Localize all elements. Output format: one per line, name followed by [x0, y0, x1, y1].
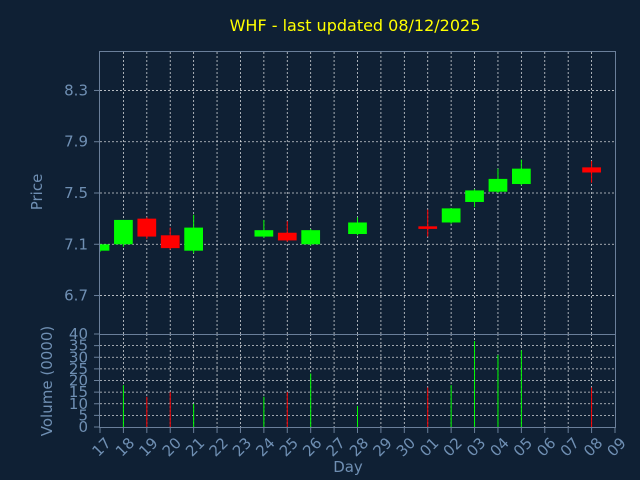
- x-tick-label: 19: [135, 434, 161, 460]
- x-tick-label: 18: [112, 434, 138, 460]
- x-axis-label: Day: [333, 458, 363, 476]
- price-candles: [99, 159, 601, 254]
- volume-axis-label: Volume (0000): [38, 326, 56, 436]
- x-tick-label: 04: [486, 434, 512, 460]
- candle-body: [348, 222, 367, 235]
- price-tick-label: 7.1: [64, 235, 88, 253]
- x-tick-label: 08: [580, 434, 606, 460]
- price-tick-label: 8.3: [64, 81, 88, 99]
- volume-tick-label: 15: [69, 383, 88, 401]
- candle-body: [418, 226, 438, 229]
- x-tick-label: 25: [276, 434, 302, 460]
- volume-tick-label: 35: [69, 337, 88, 355]
- candle-body: [582, 167, 601, 173]
- x-tick-label: 06: [533, 434, 559, 460]
- volume-tick-label: 10: [69, 395, 88, 413]
- x-tick-label: 29: [369, 434, 395, 460]
- price-tick-label: 7.9: [64, 133, 88, 151]
- candle-body: [114, 219, 133, 245]
- x-tick-label: 01: [416, 434, 442, 460]
- price-tick-label: 6.7: [64, 287, 88, 305]
- x-tick-label: 17: [89, 434, 115, 460]
- volume-bars: [122, 340, 593, 427]
- chart-title: WHF - last updated 08/12/2025: [230, 16, 481, 35]
- candle-body: [512, 168, 531, 185]
- x-tick-label: 28: [346, 434, 372, 460]
- x-tick-label: 22: [206, 434, 232, 460]
- candle-body: [100, 244, 110, 251]
- candle-body: [488, 178, 508, 192]
- x-tick-label: 30: [393, 434, 419, 460]
- x-tick-label: 03: [463, 434, 489, 460]
- x-tick-label: 24: [252, 434, 278, 460]
- x-tick-label: 02: [440, 434, 466, 460]
- volume-tick-label: 5: [78, 406, 88, 424]
- price-axis-label: Price: [28, 174, 46, 211]
- x-tick-label: 07: [557, 434, 583, 460]
- candle-body: [254, 230, 274, 237]
- volume-tick-label: 30: [69, 348, 88, 366]
- candle-body: [301, 230, 321, 245]
- volume-tick-label: 0: [78, 418, 88, 436]
- candle-body: [137, 218, 157, 237]
- volume-tick-label: 40: [69, 325, 88, 343]
- x-tick-label: 05: [510, 434, 536, 460]
- volume-tick-label: 20: [69, 372, 88, 390]
- volume-tick-label: 25: [69, 360, 88, 378]
- x-tick-label: 27: [323, 434, 349, 460]
- x-ticks: 1718192021222324252627282930010203040506…: [89, 427, 630, 460]
- candle-body: [465, 190, 484, 202]
- x-tick-label: 09: [604, 434, 630, 460]
- price-y-ticks: 6.7 7.1 7.5 7.9 8.3: [64, 81, 100, 305]
- x-tick-label: 26: [299, 434, 325, 460]
- price-grid: [100, 52, 615, 334]
- x-tick-label: 23: [229, 434, 255, 460]
- x-tick-label: 21: [182, 434, 208, 460]
- candle-body: [160, 235, 180, 249]
- candle-body: [277, 232, 297, 241]
- x-tick-label: 20: [159, 434, 185, 460]
- candle-body: [184, 227, 203, 251]
- price-tick-label: 7.5: [64, 184, 88, 202]
- candle-body: [441, 208, 461, 223]
